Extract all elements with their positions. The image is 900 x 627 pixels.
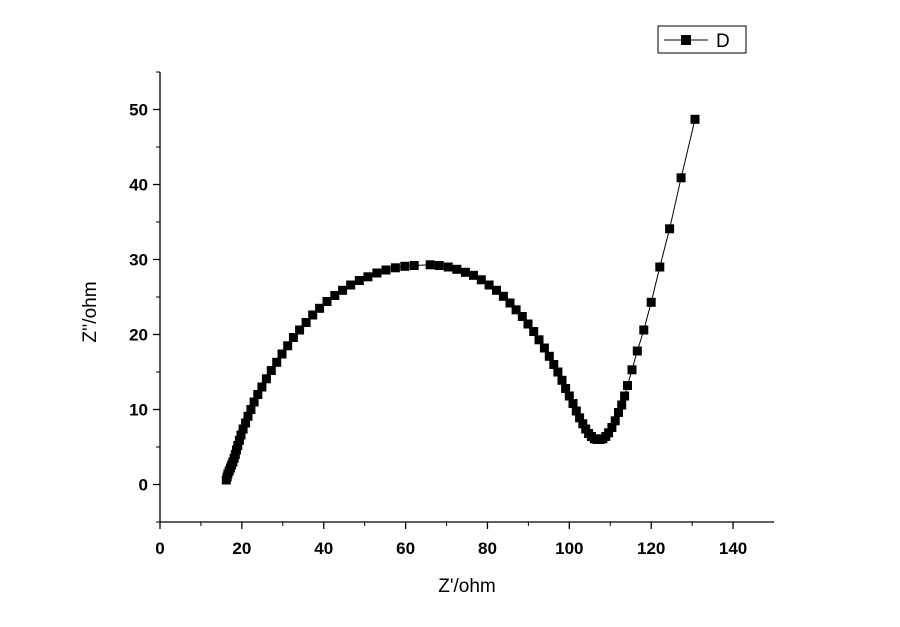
plot-area: 0 20 40 60 80 100 120 140 0 10 20 30 40 50 (129, 71, 774, 558)
data-point (363, 272, 373, 282)
data-point (549, 360, 559, 369)
data-point (632, 346, 642, 356)
data-point (623, 381, 632, 390)
data-point (539, 343, 549, 353)
x-tick-label: 0 (155, 539, 164, 558)
x-tick-label: 120 (637, 539, 665, 558)
x-tick-label: 140 (719, 539, 747, 558)
x-tick-label: 40 (314, 539, 333, 558)
data-point (604, 428, 614, 438)
legend: D (657, 25, 747, 54)
x-tick-label: 80 (478, 539, 497, 558)
x-tick-label: 20 (232, 539, 251, 558)
data-point (610, 416, 620, 426)
data-point (578, 419, 588, 429)
y-tick-label: 50 (129, 101, 148, 120)
data-point (338, 285, 348, 295)
data-point (544, 351, 554, 361)
legend-label-d: D (716, 31, 730, 52)
data-point (330, 291, 340, 300)
x-tick-label: 60 (396, 539, 415, 558)
y-tick-label: 0 (139, 476, 148, 495)
data-point (372, 268, 382, 278)
data-point (301, 318, 311, 327)
x-axis-title: Z'/ohm (438, 576, 495, 597)
data-point (690, 114, 700, 124)
data-point (568, 399, 578, 408)
data-point (236, 430, 246, 440)
data-point (646, 297, 656, 307)
data-point (249, 397, 259, 407)
data-point (381, 265, 391, 275)
data-point (484, 280, 494, 290)
data-point (627, 365, 637, 375)
data-point (283, 341, 293, 351)
data-point (492, 285, 501, 295)
data-point (346, 280, 356, 290)
data-point (469, 270, 478, 280)
data-point (614, 408, 623, 417)
data-point (452, 264, 462, 274)
data-point (315, 303, 325, 313)
data-point (564, 391, 574, 401)
y-tick-label: 40 (129, 176, 148, 195)
y-tick-label: 20 (129, 326, 148, 345)
data-point (523, 319, 533, 329)
data-point (607, 423, 617, 432)
data-point (354, 276, 364, 285)
data-point (620, 391, 630, 401)
data-point (261, 374, 271, 384)
data-point (308, 310, 318, 320)
data-point (575, 413, 585, 423)
data-point (400, 261, 410, 271)
data-point (425, 260, 435, 270)
data-point (617, 400, 627, 410)
data-point (233, 441, 243, 450)
data-point (460, 267, 470, 277)
data-point (322, 297, 332, 306)
data-point (505, 298, 515, 308)
data-point (234, 435, 244, 445)
data-point (295, 325, 305, 335)
y-tick-label: 30 (129, 251, 148, 270)
data-point (409, 261, 419, 270)
data-point (238, 424, 248, 434)
data-point (655, 262, 665, 272)
data-point (511, 305, 521, 315)
data-point (639, 325, 649, 335)
data-point (266, 366, 276, 375)
y-ticks: 0 10 20 30 40 50 (129, 71, 160, 523)
data-point (571, 406, 581, 416)
data-point (676, 173, 686, 183)
data-point (272, 357, 282, 367)
data-point (443, 262, 453, 272)
data-point (517, 312, 527, 321)
x-ticks: 0 20 40 60 80 100 120 140 (155, 522, 747, 558)
data-point (529, 327, 539, 336)
data-point (557, 375, 567, 385)
data-point (498, 291, 508, 301)
data-point (253, 390, 263, 399)
data-point (246, 405, 256, 414)
data-point (553, 367, 563, 377)
data-point (534, 335, 544, 345)
data-point (288, 333, 298, 342)
series-markers-d (221, 114, 700, 485)
data-point (243, 411, 253, 421)
data-point (434, 261, 444, 270)
legend-marker (681, 35, 691, 45)
data-point (561, 384, 571, 393)
x-tick-label: 100 (555, 539, 583, 558)
data-point (665, 224, 675, 234)
y-axis-title: Z''/ohm (80, 281, 101, 342)
data-point (476, 275, 486, 285)
y-tick-label: 10 (129, 401, 148, 420)
series-line-d (225, 119, 696, 481)
data-point (277, 349, 287, 359)
data-point (390, 263, 400, 273)
data-point (257, 382, 267, 392)
data-point (241, 418, 251, 428)
